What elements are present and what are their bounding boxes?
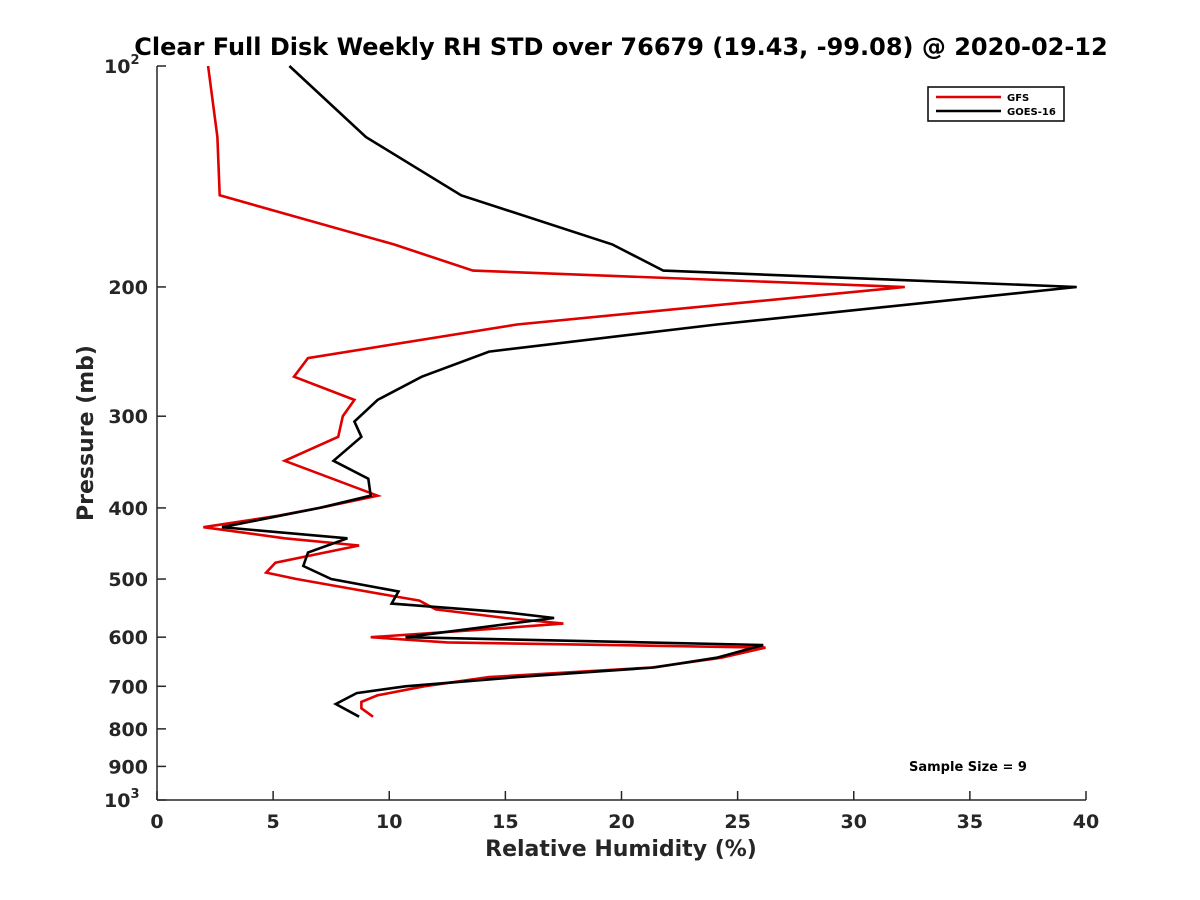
x-tick-label: 40 [1073,811,1099,833]
x-tick-label: 15 [492,811,518,833]
y-tick-label: 500 [108,569,148,591]
x-axis-ticks: 0 5 10 15 20 25 30 35 40 [150,791,1099,833]
legend-label-gfs: GFS [1007,93,1029,104]
series-line-goes-16 [221,65,1077,718]
legend: GFS GOES-16 [927,86,1065,122]
sample-size-annotation: Sample Size = 9 [909,760,1027,775]
y-tick-label: 300 [108,406,148,428]
plot-area [203,65,1077,718]
x-axis-label: Relative Humidity (%) [485,837,757,862]
y-tick-label: 200 [108,277,148,299]
x-tick-label: 20 [608,811,634,833]
y-tick-label: 600 [108,627,148,649]
x-tick-label: 30 [841,811,867,833]
y-tick-label: 900 [108,756,148,778]
chart-title: Clear Full Disk Weekly RH STD over 76679… [134,33,1107,61]
y-tick-label: 800 [108,719,148,741]
x-tick-label: 25 [724,811,750,833]
y-axis-label: Pressure (mb) [74,345,99,521]
legend-label-goes-16: GOES-16 [1007,107,1056,118]
y-tick-label: 400 [108,498,148,520]
legend-box [927,86,1065,122]
x-tick-label: 0 [150,811,163,833]
x-tick-label: 10 [376,811,402,833]
x-tick-label: 35 [957,811,983,833]
y-tick-label: 700 [108,676,148,698]
x-tick-label: 5 [267,811,280,833]
